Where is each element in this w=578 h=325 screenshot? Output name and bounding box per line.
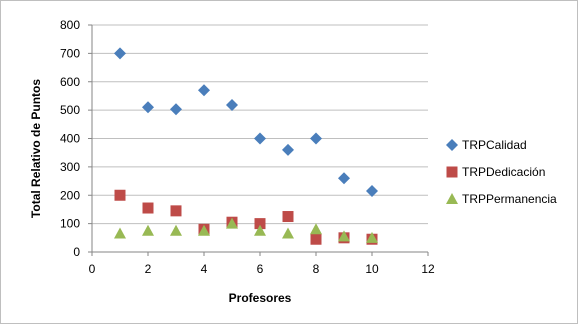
x-tick-label: 12 [421, 262, 435, 276]
data-point-square [170, 205, 182, 217]
x-tick-label: 8 [313, 262, 320, 276]
data-point-diamond [114, 47, 126, 60]
data-point-triangle [282, 227, 294, 239]
data-point-triangle [338, 230, 350, 242]
data-point-diamond [198, 84, 210, 97]
legend-marker-triangle [446, 193, 458, 204]
data-point-triangle [114, 227, 126, 239]
data-point-triangle [254, 224, 266, 236]
gridlines [92, 24, 428, 225]
x-tick-label: 6 [257, 262, 264, 276]
y-tick-label: 200 [60, 188, 80, 202]
data-point-triangle [198, 224, 210, 236]
data-point-triangle [310, 223, 322, 235]
data-point-diamond [170, 103, 182, 116]
axes [88, 24, 429, 256]
legend-marker-square [446, 166, 458, 178]
data-point-diamond [282, 143, 294, 156]
data-points [114, 47, 378, 245]
data-point-square [142, 202, 154, 214]
y-tick-label: 500 [60, 103, 80, 117]
y-tick-label: 400 [60, 132, 80, 146]
data-point-triangle [142, 224, 154, 236]
legend-label: TRPPermanencia [462, 192, 557, 206]
x-tick-label: 4 [201, 262, 208, 276]
y-axis-title: Total Relativo de Puntos [29, 79, 43, 218]
data-point-diamond [366, 184, 378, 197]
data-point-square [282, 211, 294, 223]
legend-label: TRPDedicación [462, 165, 545, 179]
legend-marker-diamond [446, 139, 458, 151]
legend-label: TRPCalidad [462, 138, 527, 152]
x-axis-title: Profesores [229, 291, 292, 305]
tick-labels: 0 100 200 300 400 500 600 700 800 0 2 4 6 8 10 12 [60, 18, 435, 276]
x-tick-label: 0 [89, 262, 96, 276]
y-tick-label: 600 [60, 75, 80, 89]
y-tick-label: 0 [73, 245, 80, 259]
data-point-diamond [142, 101, 154, 114]
y-tick-label: 100 [60, 217, 80, 231]
y-tick-label: 700 [60, 46, 80, 60]
data-point-diamond [338, 172, 350, 185]
data-point-triangle [366, 231, 378, 243]
data-point-square [114, 189, 126, 201]
data-point-diamond [226, 99, 238, 112]
legend-entry: TRPDedicación [446, 165, 545, 179]
data-point-diamond [254, 132, 266, 145]
x-tick-label: 2 [145, 262, 152, 276]
data-point-triangle [226, 217, 238, 229]
legend-entry: TRPCalidad [446, 138, 527, 152]
legend: TRPCalidad TRPDedicación TRPPermanencia [446, 138, 557, 206]
y-tick-label: 800 [60, 18, 80, 32]
x-tick-label: 10 [365, 262, 379, 276]
y-tick-label: 300 [60, 160, 80, 174]
data-point-triangle [170, 224, 182, 236]
data-point-square [310, 233, 322, 245]
data-point-square [254, 218, 266, 230]
data-point-diamond [310, 132, 322, 145]
legend-entry: TRPPermanencia [446, 192, 557, 206]
